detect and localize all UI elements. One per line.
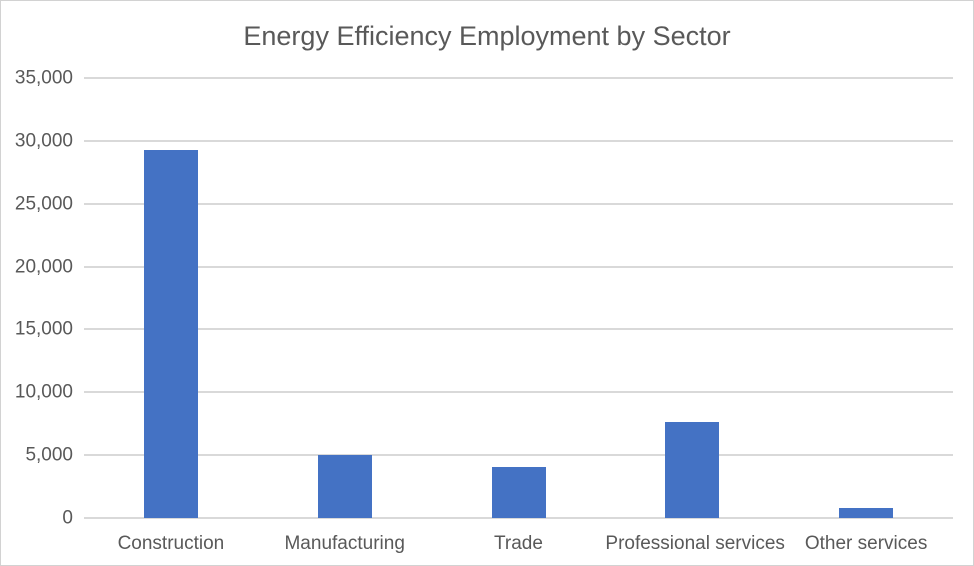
gridline: [84, 328, 953, 331]
x-axis-category-label: Trade: [494, 533, 543, 554]
bar-professional-services: [665, 422, 720, 518]
gridline: [84, 265, 953, 268]
bar-construction: [143, 149, 198, 518]
x-axis-category-label: Other services: [804, 533, 928, 554]
bar-trade: [491, 467, 546, 518]
bar-manufacturing: [317, 454, 372, 518]
y-axis: 0 5,000 10,000 15,000 20,000 25,000 30,000 35,0…: [1, 69, 73, 528]
y-axis-tick-label: 15,000: [14, 318, 73, 340]
y-axis-tick-label: 10,000: [14, 381, 73, 403]
plot-area: [84, 77, 953, 519]
y-axis-tick-label: 30,000: [14, 130, 73, 152]
y-axis-tick-label: 25,000: [14, 193, 73, 215]
y-axis-tick-label: 0: [62, 507, 73, 529]
x-axis-category-label: Construction: [117, 533, 225, 554]
gridline: [84, 139, 953, 142]
chart-title: Energy Efficiency Employment by Sector: [243, 21, 731, 51]
y-axis-tick-label: 20,000: [14, 256, 73, 278]
y-axis-tick-label: 35,000: [14, 67, 73, 89]
gridline: [84, 391, 953, 394]
x-axis-category-label: Professional services: [605, 533, 785, 554]
gridline: [84, 454, 953, 457]
gridline: [84, 77, 953, 79]
x-axis-category-label: Manufacturing: [284, 533, 405, 554]
gridline: [84, 517, 953, 519]
bar-other-services: [839, 507, 894, 518]
gridline: [84, 202, 953, 205]
y-axis-tick-label: 5,000: [25, 444, 73, 466]
x-axis: Construction Manufacturing Trade Profession…: [84, 532, 953, 558]
